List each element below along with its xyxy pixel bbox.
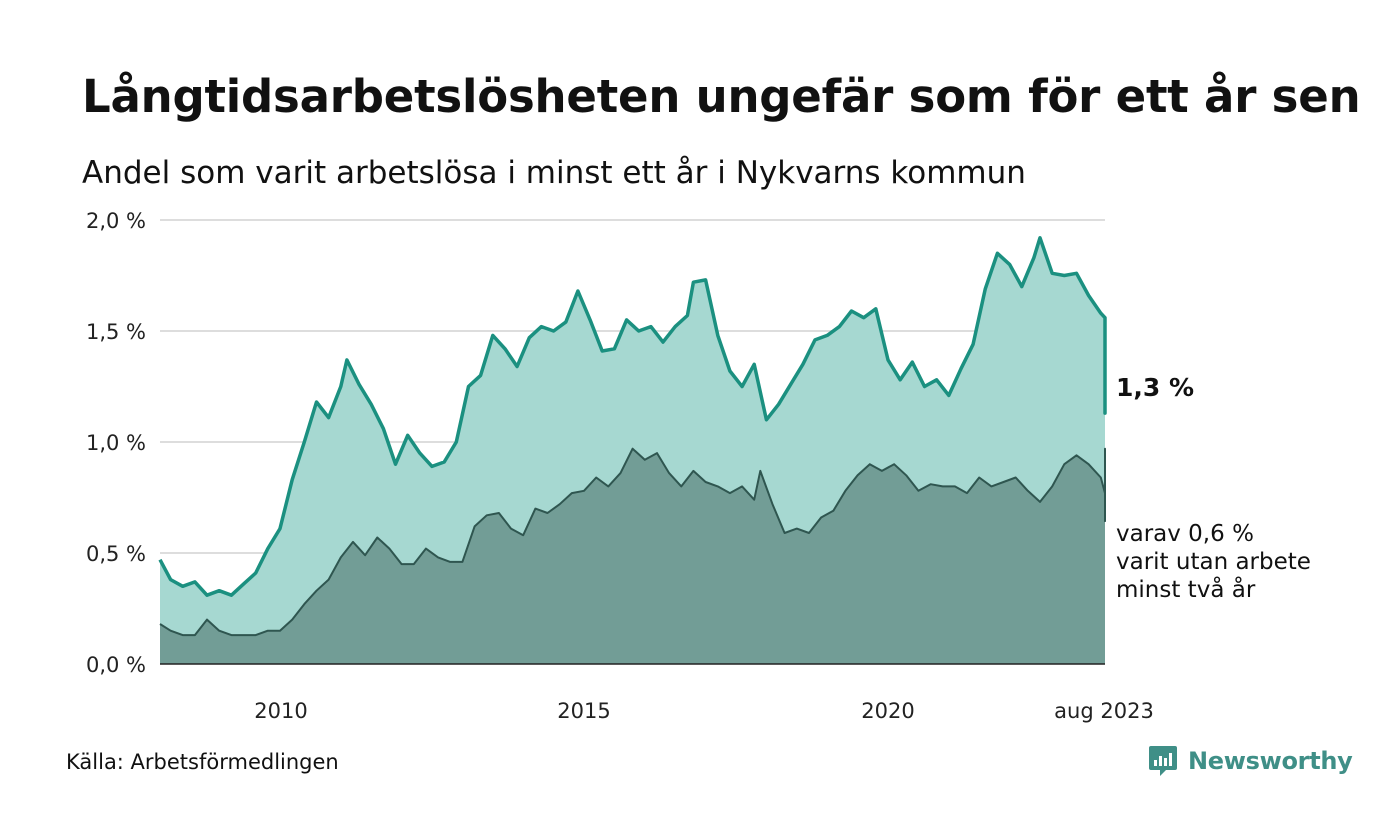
y-tick-label: 0,5 % [86, 542, 146, 566]
x-tick-label: 2020 [861, 699, 914, 723]
two-year-end-label-line: varav 0,6 % [1116, 521, 1254, 547]
brand-logo: Newsworthy [1148, 744, 1353, 778]
y-tick-label: 1,0 % [86, 431, 146, 455]
x-axis-ticks: 2010 2015 2020 aug 2023 [254, 699, 1154, 723]
y-tick-label: 1,5 % [86, 320, 146, 344]
y-tick-label: 2,0 % [86, 209, 146, 233]
brand-name: Newsworthy [1188, 747, 1353, 775]
two-year-share-line [159, 447, 1106, 637]
two-year-end-label-line: varit utan arbete [1116, 549, 1311, 575]
total-end-label: 1,3 % [1116, 373, 1194, 402]
two-year-share-area [160, 448, 1105, 664]
y-tick-label: 0,0 % [86, 653, 146, 677]
x-tick-label: 2010 [254, 699, 307, 723]
source-note: Källa: Arbetsförmedlingen [66, 750, 339, 774]
two-year-end-label: varav 0,6 % varit utan arbete minst två år [1116, 521, 1311, 603]
y-axis-ticks: 0,0 % 0,5 % 1,0 % 1,5 % 2,0 % [86, 209, 146, 677]
total-share-line [158, 236, 1107, 597]
chart-subtitle: Andel som varit arbetslösa i minst ett å… [82, 155, 1026, 191]
chart-areas [158, 236, 1107, 665]
newsworthy-logo-icon [1149, 746, 1177, 776]
chart-title: Långtidsarbetslösheten ungefär som för e… [82, 70, 1361, 123]
x-tick-label: 2015 [557, 699, 610, 723]
two-year-end-label-line: minst två år [1116, 575, 1256, 603]
x-tick-label: aug 2023 [1054, 699, 1154, 723]
